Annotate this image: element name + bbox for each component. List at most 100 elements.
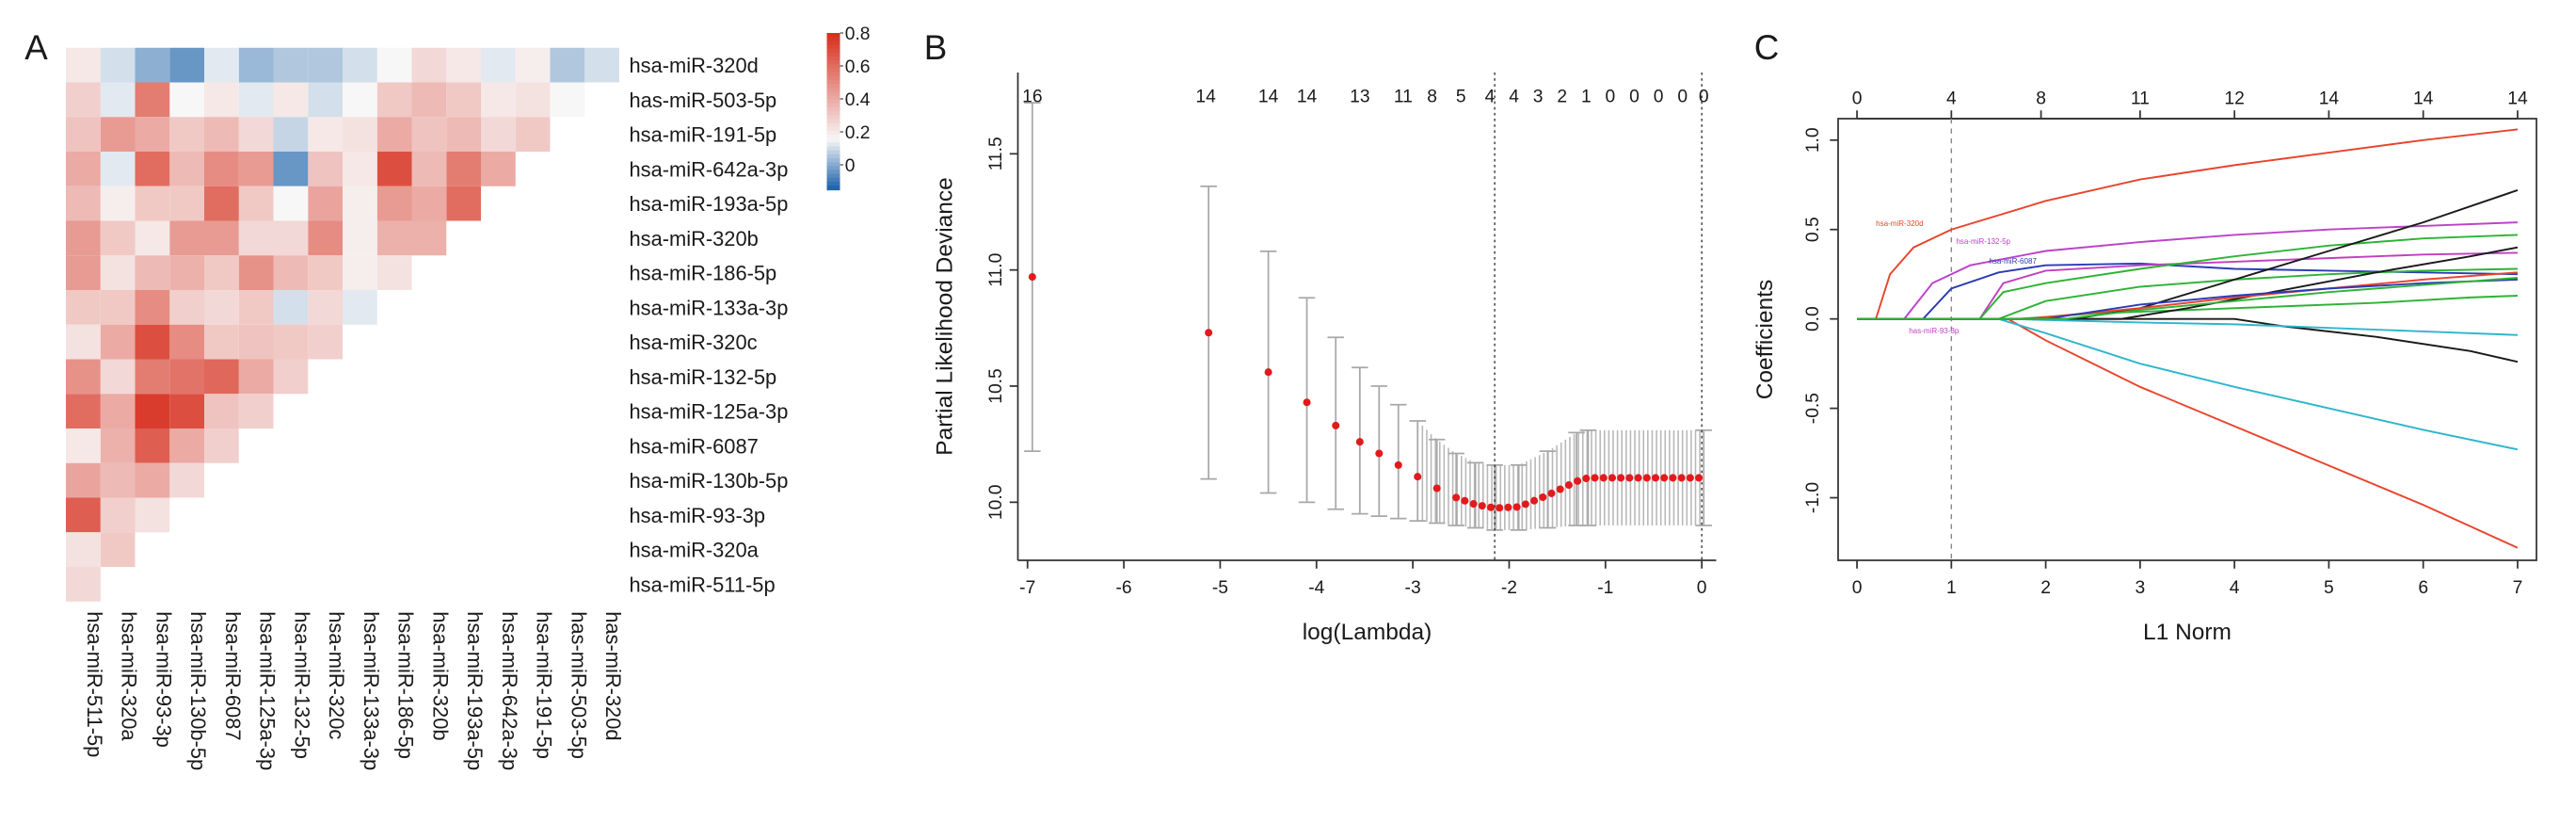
top-axis-label: 0 bbox=[1852, 89, 1863, 108]
heatmap-cell bbox=[204, 82, 239, 118]
cv-mean-point bbox=[1608, 474, 1616, 482]
colorbar-segment bbox=[826, 56, 840, 61]
x-tick-label: 0 bbox=[1852, 578, 1863, 598]
heatmap-cell bbox=[135, 428, 170, 463]
y-tick-label: 11.0 bbox=[986, 253, 1006, 287]
heatmap-cell bbox=[100, 532, 136, 567]
heatmap-cell bbox=[135, 47, 170, 83]
heatmap-cell bbox=[135, 255, 170, 290]
colorbar-segment bbox=[826, 150, 840, 155]
coefficient-path bbox=[1857, 277, 2519, 320]
top-axis-label: 2 bbox=[1557, 88, 1567, 107]
heatmap-cell bbox=[238, 186, 274, 221]
coefficient-path bbox=[1857, 317, 2519, 451]
heatmap-cell bbox=[204, 186, 239, 221]
heatmap-cell bbox=[66, 186, 101, 221]
top-axis-label: 4 bbox=[1946, 89, 1957, 108]
top-axis-label: 14 bbox=[1195, 88, 1216, 107]
x-tick-label: 3 bbox=[2136, 578, 2146, 598]
heatmap-cell bbox=[273, 324, 309, 360]
y-tick-label: 0.0 bbox=[1803, 306, 1823, 331]
heatmap-row-label: hsa-miR-642a-3p bbox=[630, 157, 789, 181]
heatmap-cell bbox=[169, 47, 204, 83]
cv-mean-point bbox=[1599, 474, 1608, 482]
heatmap-cell bbox=[100, 290, 136, 325]
cv-mean-point bbox=[1452, 493, 1461, 502]
heatmap-cell bbox=[135, 462, 170, 498]
heatmap-cell bbox=[411, 117, 447, 152]
heatmap-row-label: hsa-miR-193a-5p bbox=[630, 192, 789, 216]
coefficient-path bbox=[1857, 128, 2519, 320]
cv-mean-point bbox=[1028, 273, 1036, 282]
cv-mean-point bbox=[1332, 421, 1340, 429]
colorbar-tick-label: 0.4 bbox=[845, 90, 871, 110]
heatmap-cell bbox=[308, 152, 343, 186]
top-axis-label: 8 bbox=[2036, 89, 2046, 108]
heatmap-row-label: hsa-miR-186-5p bbox=[630, 262, 777, 285]
heatmap-cell bbox=[135, 220, 170, 256]
colorbar-segment bbox=[826, 142, 840, 148]
heatmap-cell bbox=[204, 220, 239, 256]
heatmap-cell bbox=[376, 82, 412, 118]
colorbar-segment bbox=[826, 126, 840, 132]
x-axis-title: L1 Norm bbox=[2143, 620, 2232, 645]
heatmap-row-label: hsa-miR-320b bbox=[630, 227, 759, 250]
top-axis-label: 0 bbox=[1699, 88, 1709, 107]
x-tick-label: -6 bbox=[1116, 578, 1132, 598]
y-tick-label: 11.5 bbox=[986, 137, 1006, 170]
heatmap-cell bbox=[376, 152, 412, 186]
heatmap-cell bbox=[343, 220, 377, 256]
heatmap-cell bbox=[204, 359, 239, 395]
colorbar-segment bbox=[826, 88, 840, 93]
heatmap-cell bbox=[100, 359, 136, 395]
heatmap-cell bbox=[446, 47, 481, 83]
x-tick-label: 0 bbox=[1697, 578, 1707, 598]
cv-mean-point bbox=[1539, 493, 1547, 502]
colorbar-segment bbox=[826, 106, 840, 112]
x-tick-label: -3 bbox=[1405, 578, 1421, 598]
colorbar-segment bbox=[826, 79, 840, 85]
heatmap-cell bbox=[481, 152, 516, 186]
top-axis-label: 11 bbox=[1394, 88, 1413, 107]
series-name-tag: hsa-miR-132-5p bbox=[1956, 237, 2010, 246]
heatmap-cell bbox=[550, 82, 585, 118]
colorbar-segment bbox=[826, 64, 840, 70]
colorbar-segment bbox=[826, 115, 840, 121]
colorbar-segment bbox=[826, 111, 840, 117]
heatmap-row-label: hsa-miR-6087 bbox=[630, 434, 759, 458]
top-axis-label: 5 bbox=[1456, 88, 1466, 107]
heatmap-cell bbox=[411, 186, 447, 221]
top-axis-label: 12 bbox=[2224, 89, 2244, 108]
heatmap-cell bbox=[169, 462, 204, 498]
heatmap-col-label: hsa-miR-320a bbox=[118, 611, 141, 741]
top-axis-label: 14 bbox=[1297, 88, 1318, 107]
cv-mean-point bbox=[1375, 449, 1384, 458]
cv-mean-point bbox=[1660, 474, 1669, 482]
colorbar-segment bbox=[826, 75, 840, 81]
y-tick-label: -0.5 bbox=[1803, 393, 1823, 424]
heatmap-cell bbox=[66, 394, 101, 428]
heatmap-cell bbox=[376, 255, 412, 290]
heatmap-cell bbox=[135, 186, 170, 221]
heatmap-cell bbox=[238, 220, 274, 256]
series-name-tag: hsa-miR-320d bbox=[1876, 219, 1924, 228]
heatmap-cell bbox=[376, 220, 412, 256]
colorbar-segment bbox=[826, 52, 840, 57]
heatmap-cell bbox=[273, 220, 309, 256]
heatmap-cell bbox=[169, 220, 204, 256]
x-tick-label: -7 bbox=[1019, 578, 1035, 598]
heatmap-row-label: has-miR-503-5p bbox=[630, 89, 777, 112]
heatmap-cell bbox=[273, 47, 309, 83]
heatmap-col-label: hsa-miR-193a-5p bbox=[463, 611, 487, 770]
heatmap-cell bbox=[308, 255, 343, 290]
cv-mean-point bbox=[1504, 503, 1512, 511]
cv-mean-point bbox=[1669, 474, 1677, 482]
cv-mean-point bbox=[1469, 500, 1478, 509]
colorbar-tick-label: 0 bbox=[845, 156, 856, 176]
heatmap-cell bbox=[135, 359, 170, 395]
cv-mean-point bbox=[1264, 368, 1272, 377]
heatmap-row-label: hsa-miR-320a bbox=[630, 539, 760, 562]
series-name-tag: hsa-miR-6087 bbox=[1989, 257, 2037, 266]
colorbar-segment bbox=[826, 103, 840, 108]
heatmap-col-label: hsa-miR-186-5p bbox=[394, 611, 418, 759]
